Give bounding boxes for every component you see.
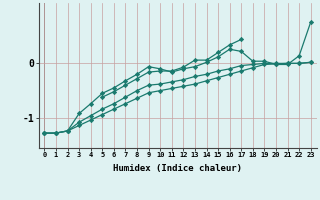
X-axis label: Humidex (Indice chaleur): Humidex (Indice chaleur) bbox=[113, 164, 242, 173]
